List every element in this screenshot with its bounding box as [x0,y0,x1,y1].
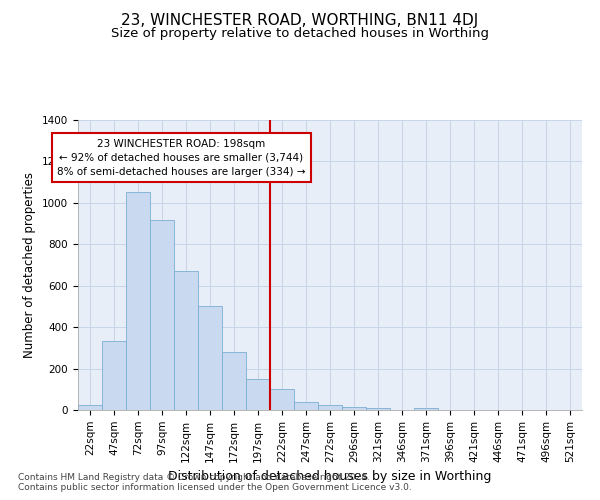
Bar [198,306,222,410]
Text: 23 WINCHESTER ROAD: 198sqm
← 92% of detached houses are smaller (3,744)
8% of se: 23 WINCHESTER ROAD: 198sqm ← 92% of deta… [57,138,305,176]
Bar [270,388,294,410]
Text: Contains public sector information licensed under the Open Government Licence v3: Contains public sector information licen… [18,484,412,492]
Text: Size of property relative to detached houses in Worthing: Size of property relative to detached ho… [111,28,489,40]
Bar [342,407,366,410]
Bar [102,341,126,410]
Y-axis label: Number of detached properties: Number of detached properties [23,172,37,358]
Text: Contains HM Land Registry data © Crown copyright and database right 2024.: Contains HM Land Registry data © Crown c… [18,474,370,482]
X-axis label: Distribution of detached houses by size in Worthing: Distribution of detached houses by size … [169,470,491,483]
Text: 23, WINCHESTER ROAD, WORTHING, BN11 4DJ: 23, WINCHESTER ROAD, WORTHING, BN11 4DJ [121,12,479,28]
Bar [246,378,270,410]
Bar [366,408,390,410]
Bar [294,402,318,410]
Bar [174,271,198,410]
Bar [222,352,246,410]
Bar [414,408,438,410]
Bar [78,406,102,410]
Bar [126,192,150,410]
Bar [150,220,174,410]
Bar [318,405,342,410]
